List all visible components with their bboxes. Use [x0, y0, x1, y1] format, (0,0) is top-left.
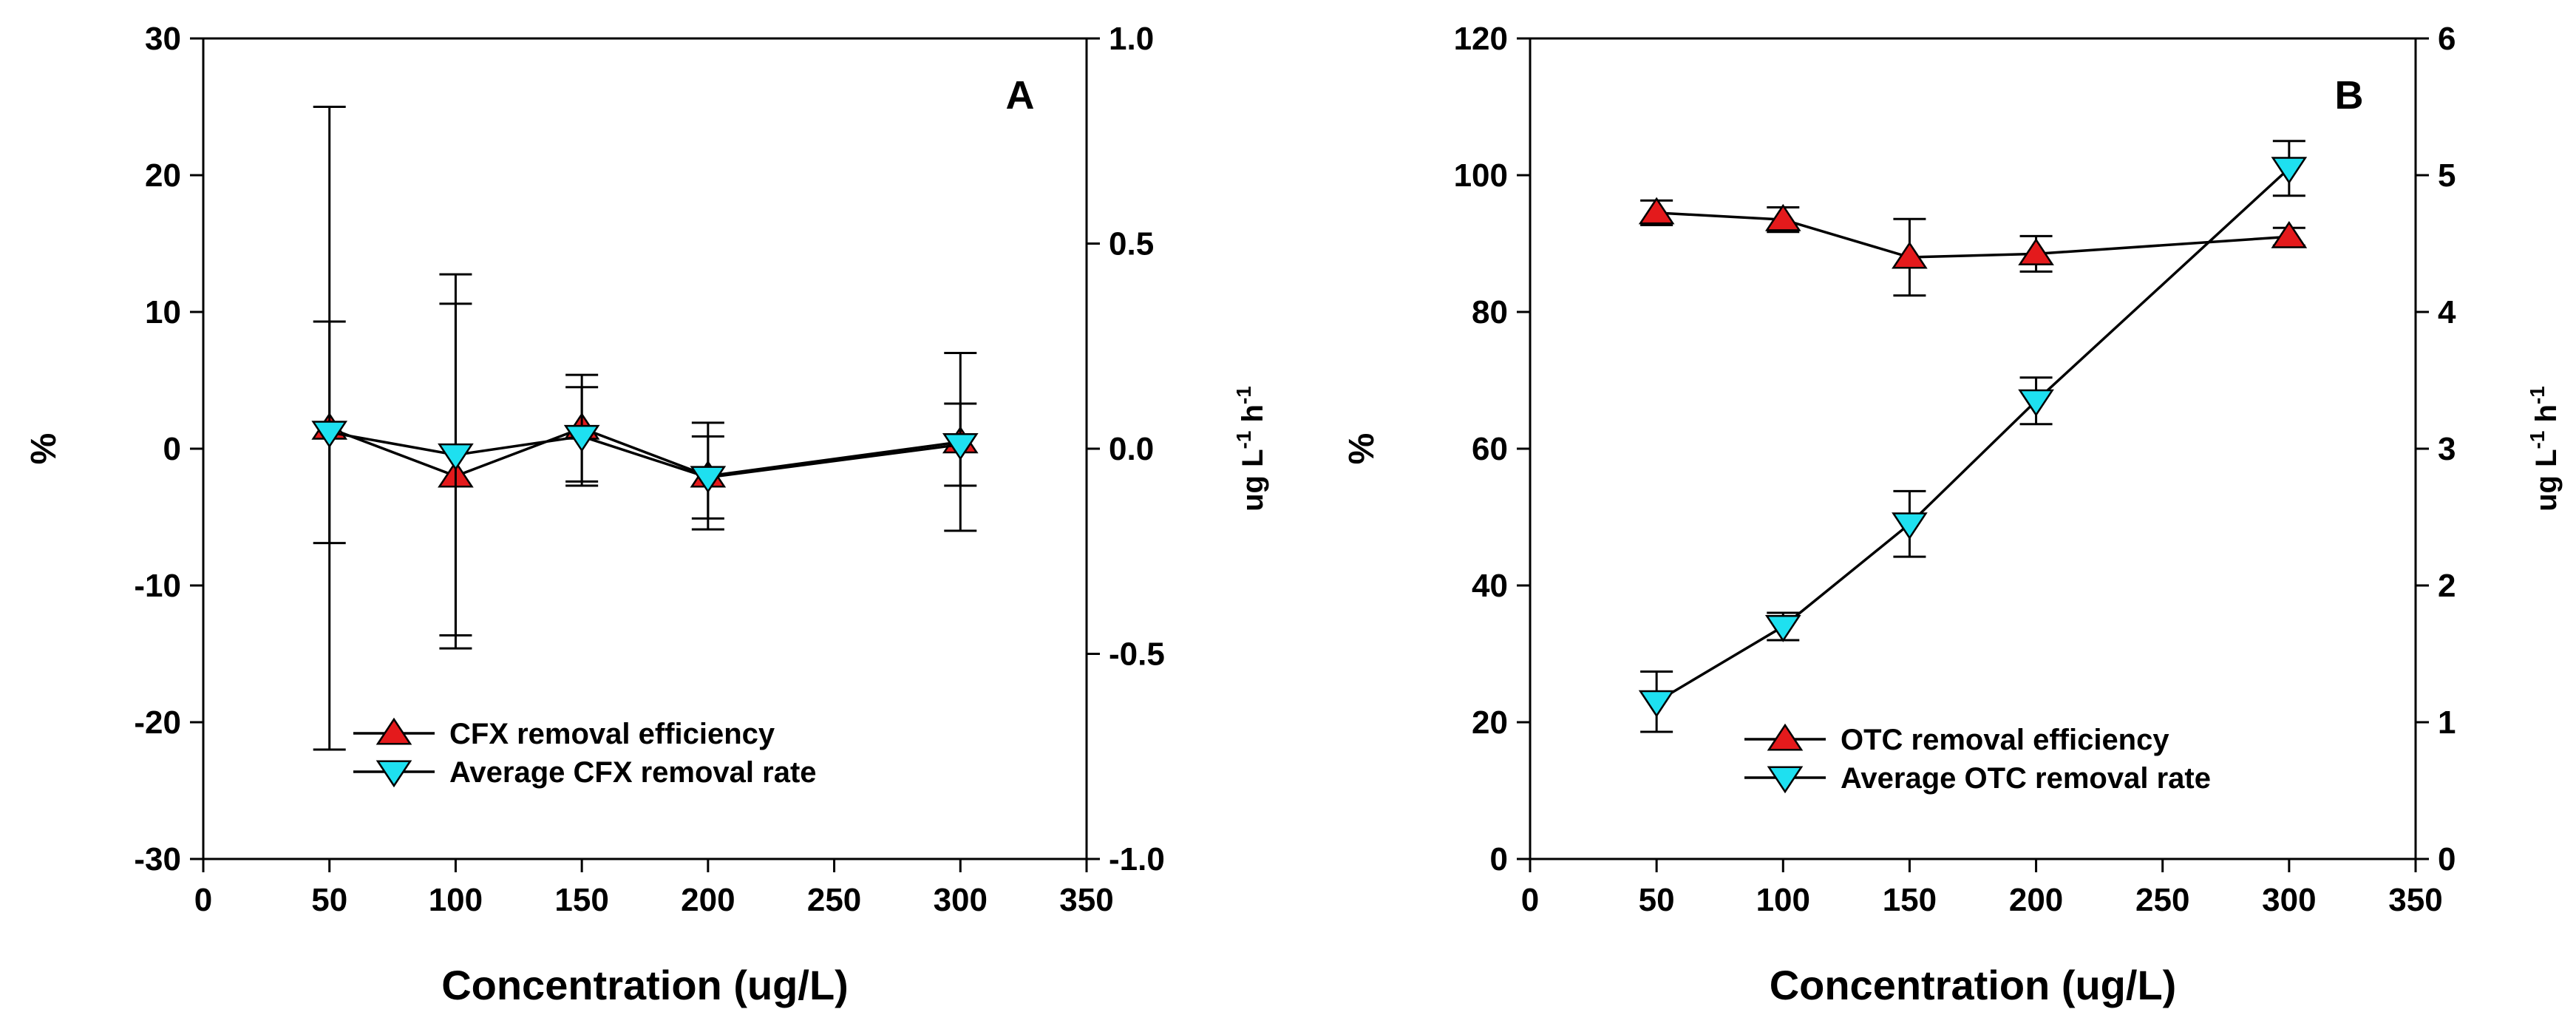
y-right-label-unit-h: h: [1237, 404, 1269, 431]
y-right-tick-label: 5: [2438, 157, 2456, 194]
series-efficiency: [313, 107, 977, 750]
y-right-tick-label: 4: [2438, 294, 2456, 330]
y-tick-label: -30: [134, 841, 181, 877]
y-right-tick-label: 1: [2438, 704, 2456, 741]
legend-entry: Average CFX removal rate: [449, 756, 817, 789]
panel-label: A: [1006, 73, 1035, 118]
series-line: [330, 428, 961, 476]
x-tick-label: 50: [1639, 882, 1675, 918]
y-tick-label: 80: [1472, 294, 1508, 330]
y-right-tick-label: -1.0: [1109, 841, 1165, 877]
data-point: [1893, 243, 1926, 268]
y-tick-label: 0: [163, 431, 181, 467]
y-tick-label: 20: [1472, 704, 1508, 741]
series-line: [1656, 169, 2289, 702]
series-efficiency: [1640, 199, 2305, 296]
x-tick-label: 0: [194, 882, 212, 918]
legend-marker: [378, 719, 410, 744]
y-tick-label: -20: [134, 704, 181, 741]
y-right-label-unit-h: h: [2530, 404, 2563, 431]
y-right-tick-label: 0.0: [1109, 431, 1154, 467]
series-line: [1656, 213, 2289, 257]
x-axis-label: Concentration (ug/L): [441, 962, 849, 1008]
data-point: [1767, 616, 1799, 640]
y-tick-label: -10: [134, 568, 181, 604]
x-tick-label: 50: [311, 882, 347, 918]
panel-label: B: [2335, 73, 2364, 118]
legend-marker: [1769, 767, 1801, 792]
y-right-label-unit-ug-l: ug L: [2530, 449, 2563, 511]
x-tick-label: 100: [429, 882, 483, 918]
x-tick-label: 150: [1883, 882, 1937, 918]
x-tick-label: 200: [681, 882, 735, 918]
y-right-tick-label: 1.0: [1109, 21, 1154, 57]
x-tick-label: 300: [2262, 882, 2316, 918]
y-right-label-exp-2: -1: [1232, 386, 1255, 404]
x-tick-label: 150: [554, 882, 608, 918]
y-tick-label: 30: [145, 21, 181, 57]
x-tick-label: 250: [807, 882, 861, 918]
series-rate: [1640, 141, 2305, 732]
y-tick-label: 100: [1454, 157, 1508, 194]
y-right-tick-label: 0.5: [1109, 226, 1154, 262]
x-tick-label: 200: [2009, 882, 2063, 918]
y-axis-label: %: [1342, 433, 1382, 465]
y-right-axis-label: ug L-1 h-1: [2526, 386, 2563, 512]
data-point: [2273, 223, 2305, 247]
x-tick-label: 350: [1059, 882, 1113, 918]
y-tick-label: 0: [1490, 841, 1508, 877]
data-point: [1640, 691, 1673, 716]
x-tick-label: 100: [1756, 882, 1810, 918]
x-tick-label: 300: [934, 882, 988, 918]
legend: CFX removal efficiency Average CFX remova…: [353, 718, 817, 789]
legend: OTC removal efficiency Average OTC remova…: [1744, 724, 2211, 795]
data-point: [1640, 199, 1673, 223]
figure: 0 50 100 150 200 250 300 350-30-20-100102030-1.…: [0, 0, 2576, 1029]
x-tick-label: 0: [1521, 882, 1539, 918]
legend-entry: OTC removal efficiency: [1841, 724, 2169, 756]
y-tick-label: 60: [1472, 431, 1508, 467]
panel-b-chart: 0 50 100 150 200 250 300 350 0 20 40 60 80 100 120 0 1 2 3…: [1342, 21, 2563, 1008]
y-axis-label: %: [24, 433, 64, 465]
y-right-tick-label: 2: [2438, 568, 2456, 604]
y-right-label-exp-2: -1: [2526, 386, 2549, 404]
y-right-label-unit-ug-l: ug L: [1237, 449, 1269, 511]
legend-marker: [1769, 725, 1801, 750]
legend-entry: CFX removal efficiency: [449, 718, 775, 750]
x-axis-label: Concentration (ug/L): [1770, 962, 2177, 1008]
series-rate: [313, 274, 977, 635]
y-tick-label: 10: [145, 294, 181, 330]
y-tick-label: 40: [1472, 568, 1508, 604]
legend-marker: [378, 761, 410, 786]
y-right-tick-label: 3: [2438, 431, 2456, 467]
y-right-axis-label: ug L-1 h-1: [1232, 386, 1269, 512]
y-right-tick-label: 0: [2438, 841, 2456, 877]
y-tick-label: 20: [145, 157, 181, 194]
x-tick-label: 350: [2388, 882, 2442, 918]
panel-a-chart: 0 50 100 150 200 250 300 350 -30 -20 -10 0 10 20 30 -1.…: [24, 21, 1269, 1008]
y-right-label-exp-1: -1: [1232, 431, 1255, 449]
y-right-tick-label: 6: [2438, 21, 2456, 57]
y-tick-label: 120: [1454, 21, 1508, 57]
y-right-tick-label: -0.5: [1109, 636, 1165, 673]
legend-entry: Average OTC removal rate: [1841, 762, 2211, 795]
data-point: [439, 444, 472, 469]
x-tick-label: 250: [2135, 882, 2189, 918]
y-right-label-exp-1: -1: [2526, 431, 2549, 449]
